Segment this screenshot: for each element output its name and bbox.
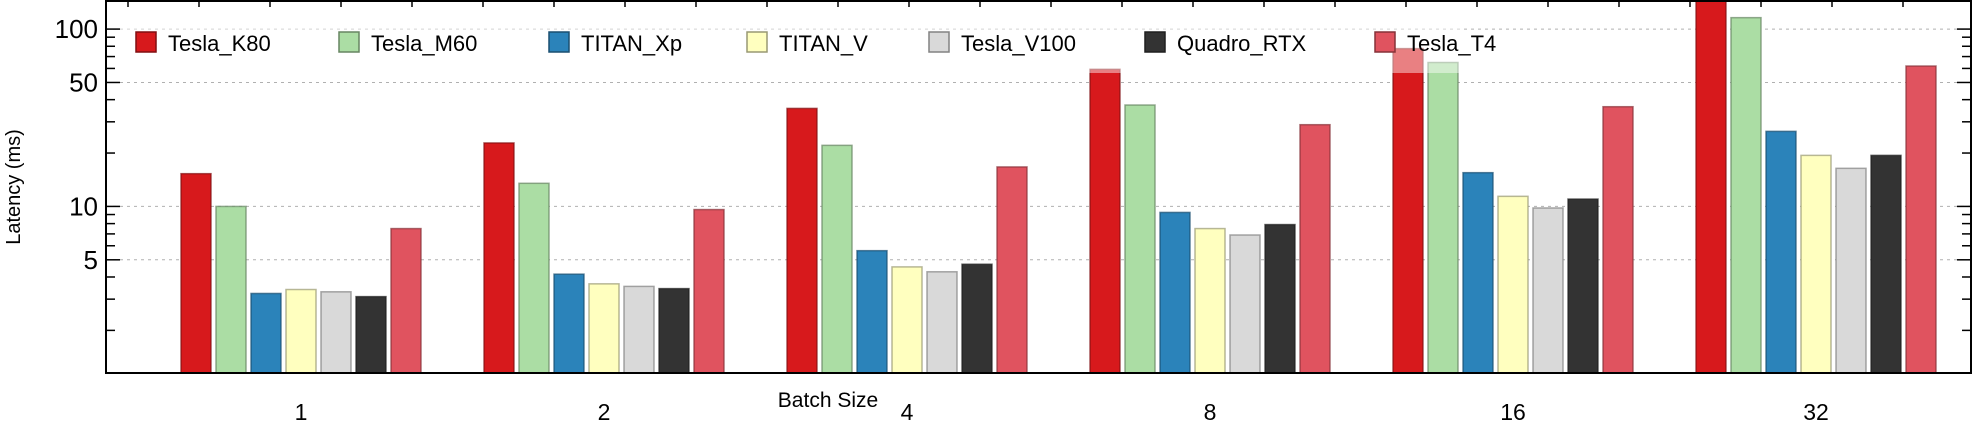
bar-Tesla_K80-16 xyxy=(1392,47,1424,374)
legend-swatch-Tesla_V100 xyxy=(928,31,950,53)
legend-swatch-Tesla_K80 xyxy=(135,31,157,53)
bar-TITAN_V-8 xyxy=(1194,227,1226,374)
x-tick-label: 1 xyxy=(295,399,308,421)
bar-TITAN_V-4 xyxy=(891,266,923,374)
bar-TITAN_V-2 xyxy=(588,283,620,374)
bar-TITAN_Xp-4 xyxy=(856,249,888,374)
legend-swatch-Tesla_T4 xyxy=(1374,31,1396,53)
bar-Tesla_T4-2 xyxy=(693,208,725,374)
bar-TITAN_V-32 xyxy=(1800,154,1832,374)
x-tick-label: 4 xyxy=(901,399,914,421)
bar-Tesla_T4-1 xyxy=(390,227,422,374)
bar-TITAN_Xp-16 xyxy=(1462,171,1494,374)
x-tick-label: 32 xyxy=(1803,399,1829,421)
legend-label: Quadro_RTX xyxy=(1177,31,1307,56)
bars xyxy=(180,0,1937,374)
bar-TITAN_V-1 xyxy=(285,288,317,374)
bar-TITAN_V-16 xyxy=(1497,195,1529,374)
bar-TITAN_Xp-8 xyxy=(1159,211,1191,374)
legend-label: Tesla_T4 xyxy=(1407,31,1496,56)
bar-Tesla_T4-8 xyxy=(1299,123,1331,374)
x-tick-label: 16 xyxy=(1500,399,1526,421)
legend-label: Tesla_K80 xyxy=(168,31,271,56)
bar-TITAN_Xp-2 xyxy=(553,273,585,374)
bar-Tesla_V100-16 xyxy=(1532,207,1564,374)
x-axis-label: Batch Size xyxy=(778,389,878,412)
bar-Tesla_T4-32 xyxy=(1905,65,1937,374)
x-tick-label: 2 xyxy=(598,399,611,421)
bar-Tesla_K80-2 xyxy=(483,142,515,374)
bar-Tesla_T4-4 xyxy=(996,166,1028,374)
bar-Tesla_V100-4 xyxy=(926,271,958,374)
y-tick-label: 100 xyxy=(55,14,98,44)
y-tick-label: 10 xyxy=(69,191,98,221)
bar-Tesla_K80-32 xyxy=(1695,0,1727,374)
bar-Quadro_RTX-2 xyxy=(658,287,690,374)
bar-Tesla_K80-8 xyxy=(1089,68,1121,374)
bar-Tesla_M60-4 xyxy=(821,144,853,374)
bar-TITAN_Xp-1 xyxy=(250,292,282,374)
bar-Tesla_M60-1 xyxy=(215,205,247,374)
legend-swatch-Tesla_M60 xyxy=(338,31,360,53)
bar-Tesla_M60-32 xyxy=(1730,16,1762,374)
bar-Tesla_M60-16 xyxy=(1427,61,1459,374)
bar-Tesla_K80-1 xyxy=(180,172,212,374)
bar-Tesla_M60-2 xyxy=(518,182,550,374)
legend-swatch-TITAN_V xyxy=(746,31,768,53)
bar-Tesla_T4-16 xyxy=(1602,105,1634,374)
bar-Quadro_RTX-4 xyxy=(961,263,993,374)
grid-lines xyxy=(106,28,1971,261)
legend-swatch-TITAN_Xp xyxy=(548,31,570,53)
bar-Tesla_V100-32 xyxy=(1835,167,1867,374)
legend-label: Tesla_V100 xyxy=(961,31,1076,56)
legend: Tesla_K80 Tesla_M60 TITAN_Xp TITAN_V Tesla_V… xyxy=(135,31,1496,56)
legend-swatch-Quadro_RTX xyxy=(1144,31,1166,53)
bar-Quadro_RTX-16 xyxy=(1567,198,1599,374)
plot-frame xyxy=(105,0,1972,374)
y-axis-label: Latency (ms) xyxy=(3,129,25,245)
bar-Tesla_K80-4 xyxy=(786,107,818,374)
bar-Tesla_M60-8 xyxy=(1124,104,1156,374)
bar-Tesla_V100-2 xyxy=(623,285,655,374)
legend-label: TITAN_V xyxy=(779,31,868,56)
bar-Tesla_V100-1 xyxy=(320,291,352,374)
bar-TITAN_Xp-32 xyxy=(1765,130,1797,374)
x-tick-label: 8 xyxy=(1204,399,1217,421)
y-tick-label: 5 xyxy=(84,245,98,275)
legend-label: TITAN_Xp xyxy=(581,31,682,56)
bar-Quadro_RTX-8 xyxy=(1264,223,1296,374)
bar-Quadro_RTX-32 xyxy=(1870,154,1902,374)
legend-label: Tesla_M60 xyxy=(371,31,477,56)
y-tick-label: 50 xyxy=(69,67,98,97)
bar-Quadro_RTX-1 xyxy=(355,295,387,374)
bar-Tesla_V100-8 xyxy=(1229,234,1261,374)
